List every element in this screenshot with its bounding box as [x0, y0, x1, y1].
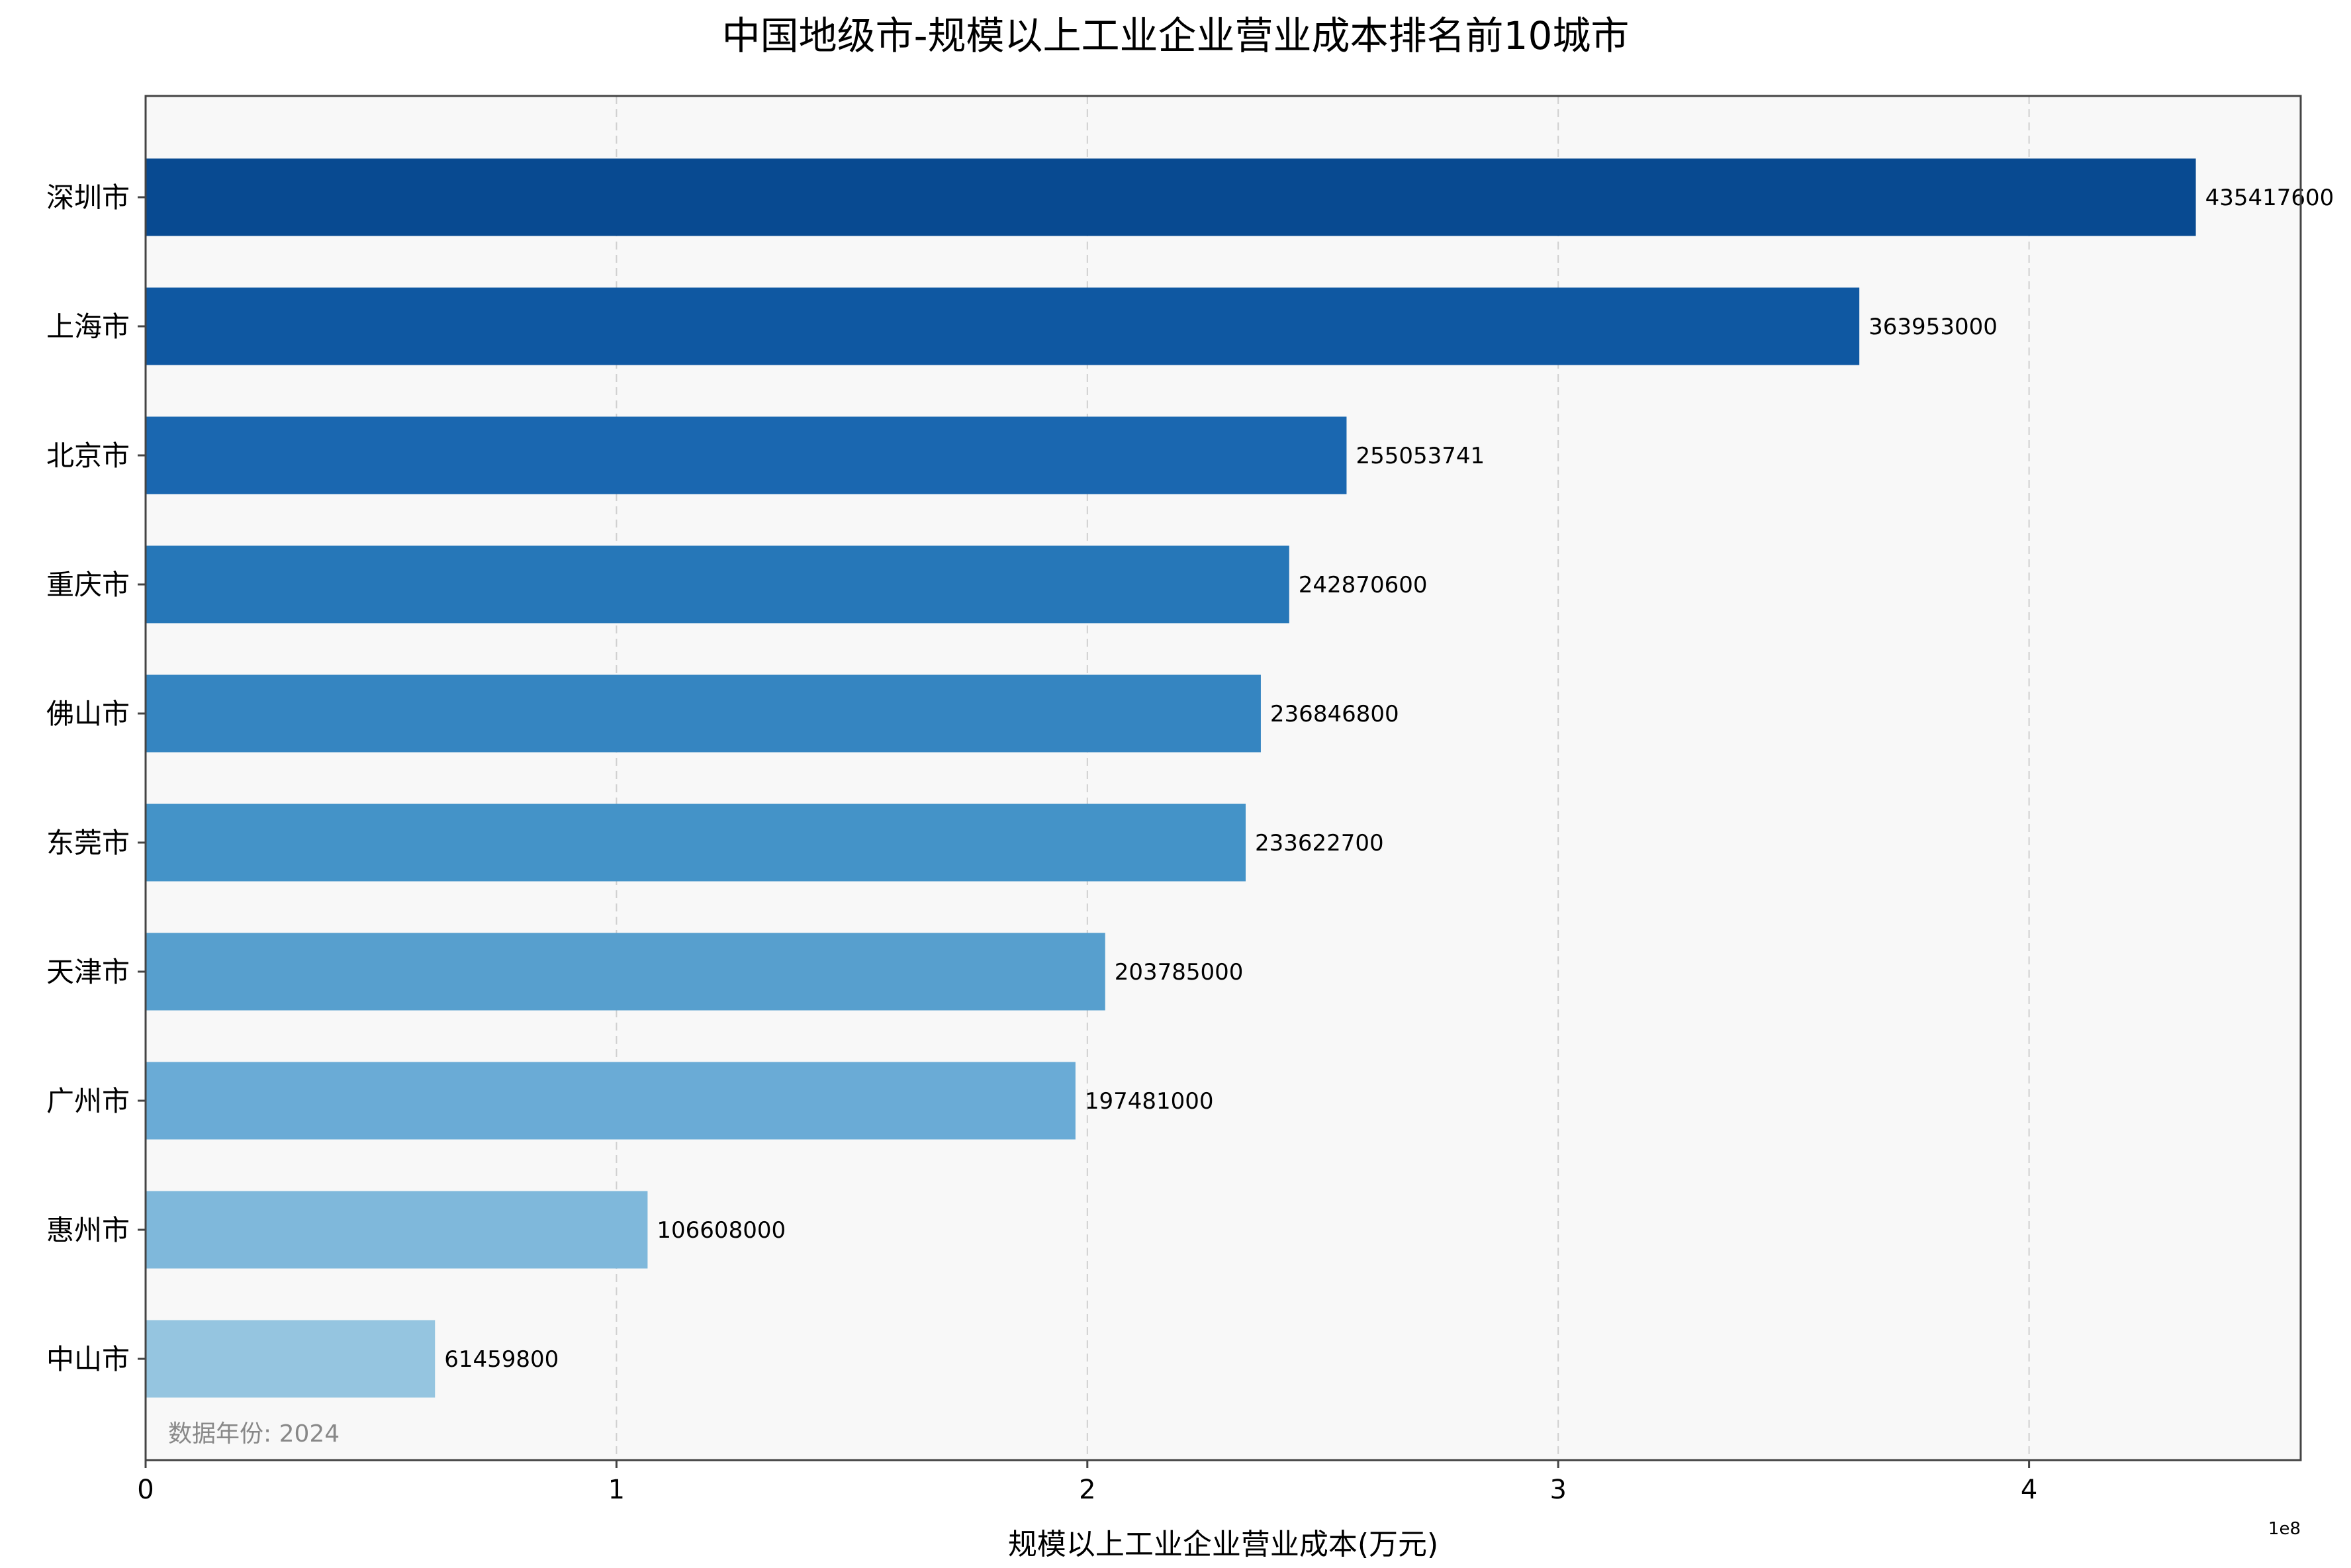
- bar-value-label: 242870600: [1299, 572, 1428, 598]
- x-tick-label: 4: [2021, 1475, 2037, 1505]
- bar-value-label: 363953000: [1868, 314, 1998, 340]
- y-tick-label: 中山市: [46, 1343, 130, 1375]
- bar-value-label: 236846800: [1270, 701, 1399, 727]
- y-tick-label: 东莞市: [46, 827, 130, 859]
- bar-value-label: 203785000: [1115, 959, 1244, 986]
- bar: [146, 545, 1289, 623]
- bar-value-label: 106608000: [657, 1217, 786, 1244]
- x-tick-label: 3: [1549, 1475, 1566, 1505]
- plot-frame: [144, 95, 2302, 1461]
- y-tick-label: 惠州市: [46, 1214, 130, 1246]
- bar: [146, 1320, 436, 1398]
- data-year-note: 数据年份: 2024: [168, 1420, 340, 1448]
- bar: [146, 287, 1860, 365]
- x-tick-label: 2: [1079, 1475, 1095, 1505]
- bar: [146, 416, 1347, 494]
- y-tick-label: 北京市: [46, 439, 130, 472]
- bar: [146, 1191, 648, 1269]
- x-tick-label: 0: [137, 1475, 154, 1505]
- y-tick-label: 天津市: [46, 956, 130, 988]
- bar: [146, 804, 1246, 882]
- chart-title: 中国地级市-规模以上工业企业营业成本排名前10城市: [722, 13, 1630, 58]
- axis-offset-label: 1e8: [2268, 1519, 2301, 1539]
- x-tick-label: 1: [608, 1475, 625, 1505]
- bar-value-label: 61459800: [444, 1346, 559, 1373]
- bar: [146, 158, 2196, 236]
- bar-value-label: 197481000: [1085, 1088, 1214, 1115]
- bar-value-label: 435417600: [2205, 185, 2334, 211]
- y-tick-label: 深圳市: [46, 181, 130, 214]
- bar: [146, 933, 1105, 1011]
- bar: [146, 1062, 1076, 1140]
- x-axis-label: 规模以上工业企业营业成本(万元): [1008, 1528, 1438, 1561]
- bar-value-label: 233622700: [1255, 830, 1384, 856]
- y-tick-label: 重庆市: [46, 569, 130, 601]
- y-tick-label: 广州市: [46, 1085, 130, 1117]
- bar: [146, 674, 1261, 753]
- bar-value-label: 255053741: [1356, 443, 1485, 469]
- y-tick-label: 上海市: [46, 310, 130, 343]
- bars: 435417600 363953000 255053741 242870600 2368…: [146, 158, 2334, 1398]
- y-tick-label: 佛山市: [46, 698, 130, 730]
